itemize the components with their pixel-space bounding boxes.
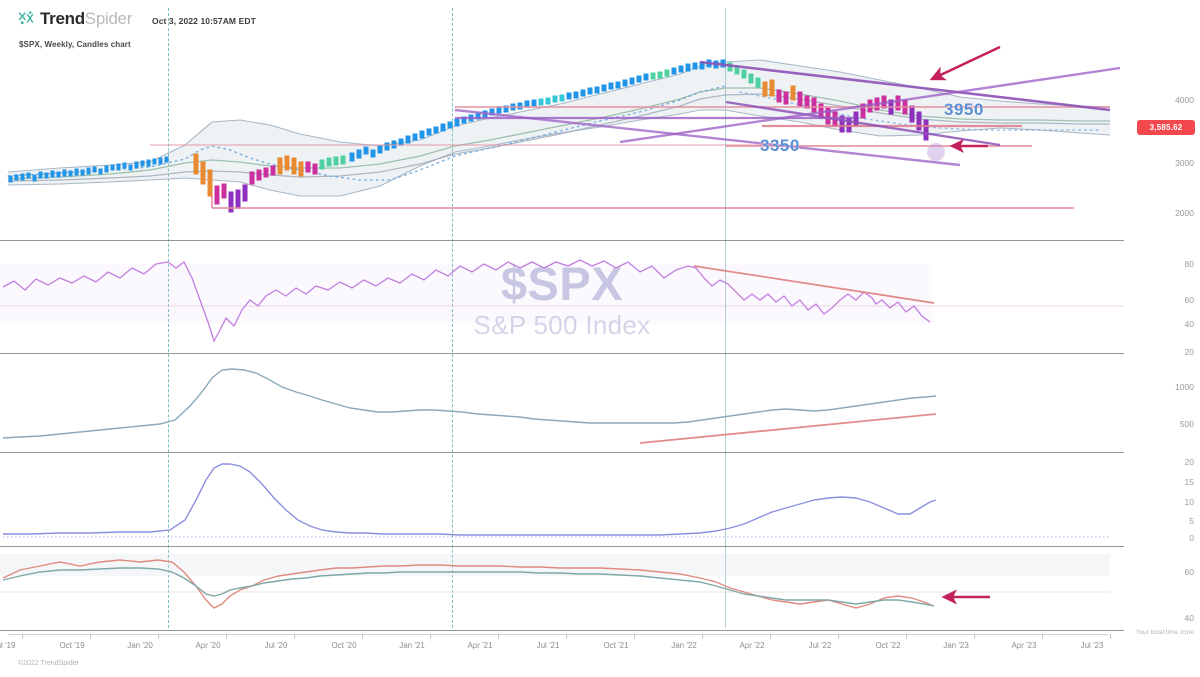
volatility-axis-tick-500: 500 bbox=[1179, 419, 1194, 429]
time-axis-tick bbox=[974, 634, 975, 639]
price-axis-tick-2000: 2000 bbox=[1175, 208, 1194, 218]
annotation-3350: 3350 bbox=[760, 136, 800, 155]
time-axis-label: Jul '19 bbox=[0, 641, 16, 650]
timezone-note: Your local time zone bbox=[1135, 629, 1194, 636]
time-axis-label: Apr '20 bbox=[195, 641, 221, 650]
time-axis-tick bbox=[702, 634, 703, 639]
brand-name-bold: Trend bbox=[40, 9, 85, 28]
time-axis-label: Jan '23 bbox=[943, 641, 969, 650]
time-axis[interactable]: Your local time zone Jul '19 Oct '19 Jan '… bbox=[0, 629, 1200, 656]
atr-axis-tick-20: 20 bbox=[1184, 457, 1194, 467]
current-price-badge: 3,585.62 bbox=[1138, 121, 1194, 134]
time-axis-label: Apr '21 bbox=[467, 641, 493, 650]
atr-axis-tick-0: 0 bbox=[1189, 533, 1194, 543]
trendline-descending-upper bbox=[699, 60, 1111, 112]
time-axis-label: Jul '21 bbox=[536, 641, 560, 650]
time-axis-tick bbox=[362, 634, 363, 639]
time-axis-label: Jan '21 bbox=[399, 641, 425, 650]
time-axis-label: Oct '20 bbox=[331, 641, 357, 650]
rsi-axis-tick-20: 20 bbox=[1184, 347, 1194, 357]
trendspider-logo-icon bbox=[18, 10, 35, 27]
chart-header: TrendSpider Oct 3, 2022 10:57AM EDT $SPX… bbox=[0, 0, 1200, 52]
rsi-axis-tick-40: 40 bbox=[1184, 319, 1194, 329]
time-axis-tick bbox=[22, 634, 23, 639]
time-axis-label: Jul '22 bbox=[808, 641, 832, 650]
time-axis-label: Oct '19 bbox=[59, 641, 85, 650]
trendline-rising-support bbox=[619, 66, 1121, 144]
pane-separator-price-rsi bbox=[0, 240, 1124, 241]
trendline-anchor-dot bbox=[927, 143, 945, 161]
time-axis-tick bbox=[90, 634, 91, 639]
time-axis-line bbox=[8, 634, 1108, 635]
pane-separator-atr-stoch bbox=[0, 546, 1124, 547]
atr-axis-tick-5: 5 bbox=[1189, 516, 1194, 526]
brand-name: TrendSpider bbox=[40, 10, 132, 27]
stochastic-k-line bbox=[2, 559, 935, 609]
time-axis-tick bbox=[906, 634, 907, 639]
time-axis-label: Oct '22 bbox=[875, 641, 901, 650]
time-axis-label: Apr '23 bbox=[1011, 641, 1037, 650]
time-axis-label: Jan '22 bbox=[671, 641, 697, 650]
brand: TrendSpider bbox=[18, 10, 132, 27]
atr-line bbox=[3, 463, 937, 536]
stochastic-axis-tick-60: 60 bbox=[1184, 567, 1194, 577]
brand-name-light: Spider bbox=[84, 9, 133, 28]
copyright-notice: ©2022 TrendSpider bbox=[18, 660, 79, 667]
chart-subtitle: $SPX, Weekly, Candles chart bbox=[19, 40, 131, 49]
price-axis-tick-4000: 4000 bbox=[1175, 95, 1194, 105]
time-axis-label: Jan '20 bbox=[127, 641, 153, 650]
bollinger-band-fill bbox=[8, 60, 1110, 196]
time-axis-label: Oct '21 bbox=[603, 641, 629, 650]
time-axis-tick bbox=[566, 634, 567, 639]
atr-axis-tick-10: 10 bbox=[1184, 497, 1194, 507]
rsi-axis-tick-80: 80 bbox=[1184, 259, 1194, 269]
bollinger-lower bbox=[7, 109, 1111, 197]
vline-jan-20 bbox=[168, 8, 169, 628]
vline-jan-22 bbox=[725, 8, 726, 628]
stochastic-pane bbox=[0, 554, 1110, 609]
time-axis-tick bbox=[294, 634, 295, 639]
sar-dots-lower bbox=[739, 91, 1101, 131]
time-axis-tick bbox=[158, 634, 159, 639]
volatility-trendline bbox=[639, 413, 937, 444]
time-axis-tick bbox=[838, 634, 839, 639]
rsi-axis-tick-60: 60 bbox=[1184, 295, 1194, 305]
volatility-line bbox=[2, 368, 937, 439]
price-pane bbox=[7, 59, 1121, 213]
price-axis-tick-3000: 3000 bbox=[1175, 158, 1194, 168]
volatility-pane bbox=[2, 368, 937, 444]
time-axis-tick bbox=[770, 634, 771, 639]
time-axis-tick bbox=[1110, 634, 1111, 639]
volatility-axis-tick-1000: 1000 bbox=[1175, 382, 1194, 392]
stochastic-d-line bbox=[2, 567, 935, 607]
pane-separator-rsi-volatility bbox=[0, 353, 1124, 354]
time-axis-label: Jul '20 bbox=[264, 641, 288, 650]
stochastic-axis-tick-40: 40 bbox=[1184, 613, 1194, 623]
rsi-line bbox=[2, 259, 931, 343]
atr-axis-tick-15: 15 bbox=[1184, 477, 1194, 487]
sar-dots-upper bbox=[7, 85, 726, 181]
pane-separator-volatility-atr bbox=[0, 452, 1124, 453]
chart-timestamp: Oct 3, 2022 10:57AM EDT bbox=[152, 16, 256, 26]
atr-pane bbox=[3, 463, 1110, 538]
time-axis-tick bbox=[498, 634, 499, 639]
pane-separator-bottom bbox=[0, 630, 1124, 631]
time-axis-tick bbox=[226, 634, 227, 639]
vline-jan-21 bbox=[452, 8, 453, 628]
time-axis-tick bbox=[430, 634, 431, 639]
time-axis-tick bbox=[1042, 634, 1043, 639]
annotation-3950: 3950 bbox=[944, 100, 984, 119]
rsi-trendline bbox=[693, 265, 935, 304]
time-axis-label: Apr '22 bbox=[739, 641, 765, 650]
trendline-ascending-long bbox=[454, 108, 961, 167]
time-axis-tick bbox=[634, 634, 635, 639]
time-axis-label: Jul '23 bbox=[1080, 641, 1104, 650]
